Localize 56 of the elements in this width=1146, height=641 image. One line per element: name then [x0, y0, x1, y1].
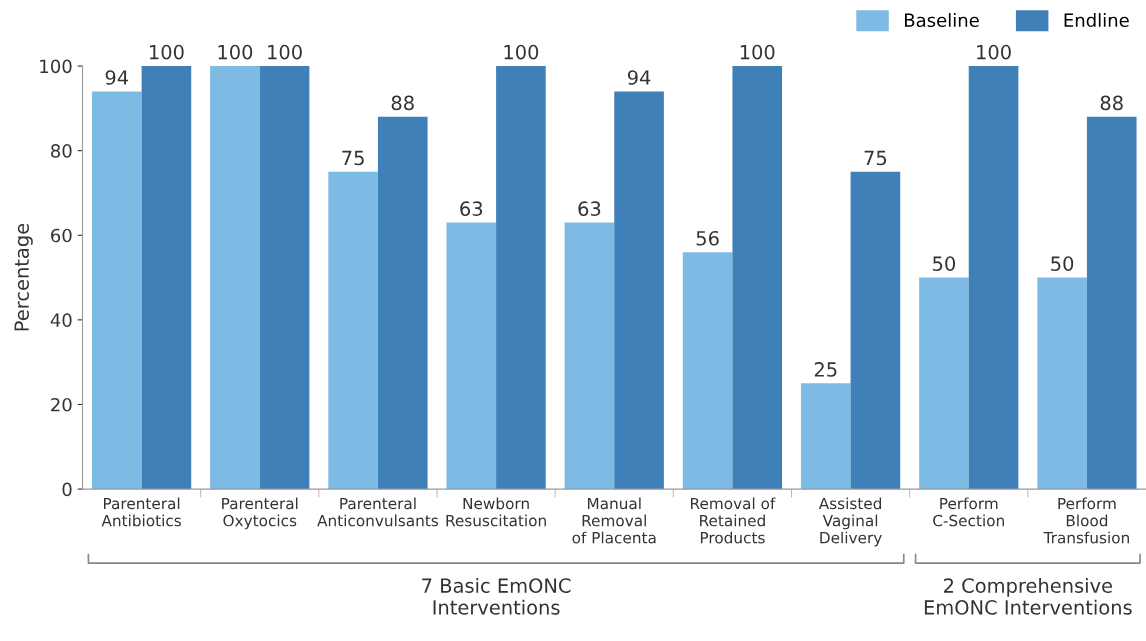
data-label: 75 [342, 150, 364, 166]
data-label: 100 [268, 44, 302, 60]
x-tick-label: Parenteral Oxytocics [222, 497, 298, 530]
data-label: 94 [105, 70, 129, 85]
legend-label: Endline [1064, 13, 1129, 28]
bar [141, 66, 192, 490]
data-label: 100 [740, 44, 775, 60]
legend-label: Baseline [905, 13, 979, 28]
bar [850, 171, 901, 490]
bar [328, 171, 378, 490]
bar [968, 66, 1019, 490]
data-label: 88 [1100, 95, 1123, 111]
bar [1086, 116, 1137, 490]
data-label: 94 [627, 70, 651, 85]
data-label: 63 [578, 201, 601, 217]
data-label: 50 [1051, 256, 1074, 272]
y-tick-label: 100 [40, 59, 72, 74]
data-label: 25 [814, 362, 837, 377]
text: 7 Basic EmONC Interventions [422, 577, 571, 615]
y-tick-label: 80 [51, 144, 72, 158]
x-tick-label: Perform Blood Transfusion [1043, 497, 1129, 544]
data-label: 75 [864, 150, 887, 166]
data-label: 100 [218, 44, 253, 60]
x-tick-label: Removal of Retained Products [691, 497, 776, 544]
text: 2 Comprehensive EmONC Interventions [924, 577, 1132, 615]
bar [1037, 277, 1087, 490]
data-label: 88 [391, 95, 414, 111]
x-tick-label: Manual Removal of Placenta [572, 497, 656, 544]
bar [91, 91, 142, 490]
bar [919, 277, 969, 490]
bar [446, 222, 497, 490]
data-label: 63 [460, 201, 483, 217]
bar [259, 66, 310, 490]
x-tick-label: Assisted Vaginal Delivery [818, 497, 882, 547]
data-label: 100 [149, 44, 184, 60]
data-label: 50 [933, 256, 956, 272]
bar [564, 222, 615, 490]
bar [682, 252, 733, 490]
x-tick-label: Newborn Resuscitation [446, 497, 546, 527]
data-label: 100 [977, 44, 1011, 60]
bar [800, 383, 851, 490]
bar [732, 66, 783, 490]
y-tick-label: 40 [50, 313, 72, 327]
y-tick-label: 20 [51, 397, 72, 412]
data-label: 56 [696, 230, 719, 246]
bar [614, 91, 664, 490]
data-label: 100 [504, 44, 539, 60]
x-tick-label: Perform C-Section [933, 497, 1004, 527]
bar [210, 66, 260, 490]
bar [496, 66, 546, 490]
y-axis-title: Percentage [14, 223, 33, 331]
x-tick-label: Parenteral Anticonvulsants [317, 497, 439, 527]
y-tick-label: 0 [62, 482, 72, 497]
x-tick-label: Parenteral Antibiotics [101, 497, 181, 527]
y-tick-label: 60 [51, 228, 72, 243]
bar [377, 116, 428, 490]
